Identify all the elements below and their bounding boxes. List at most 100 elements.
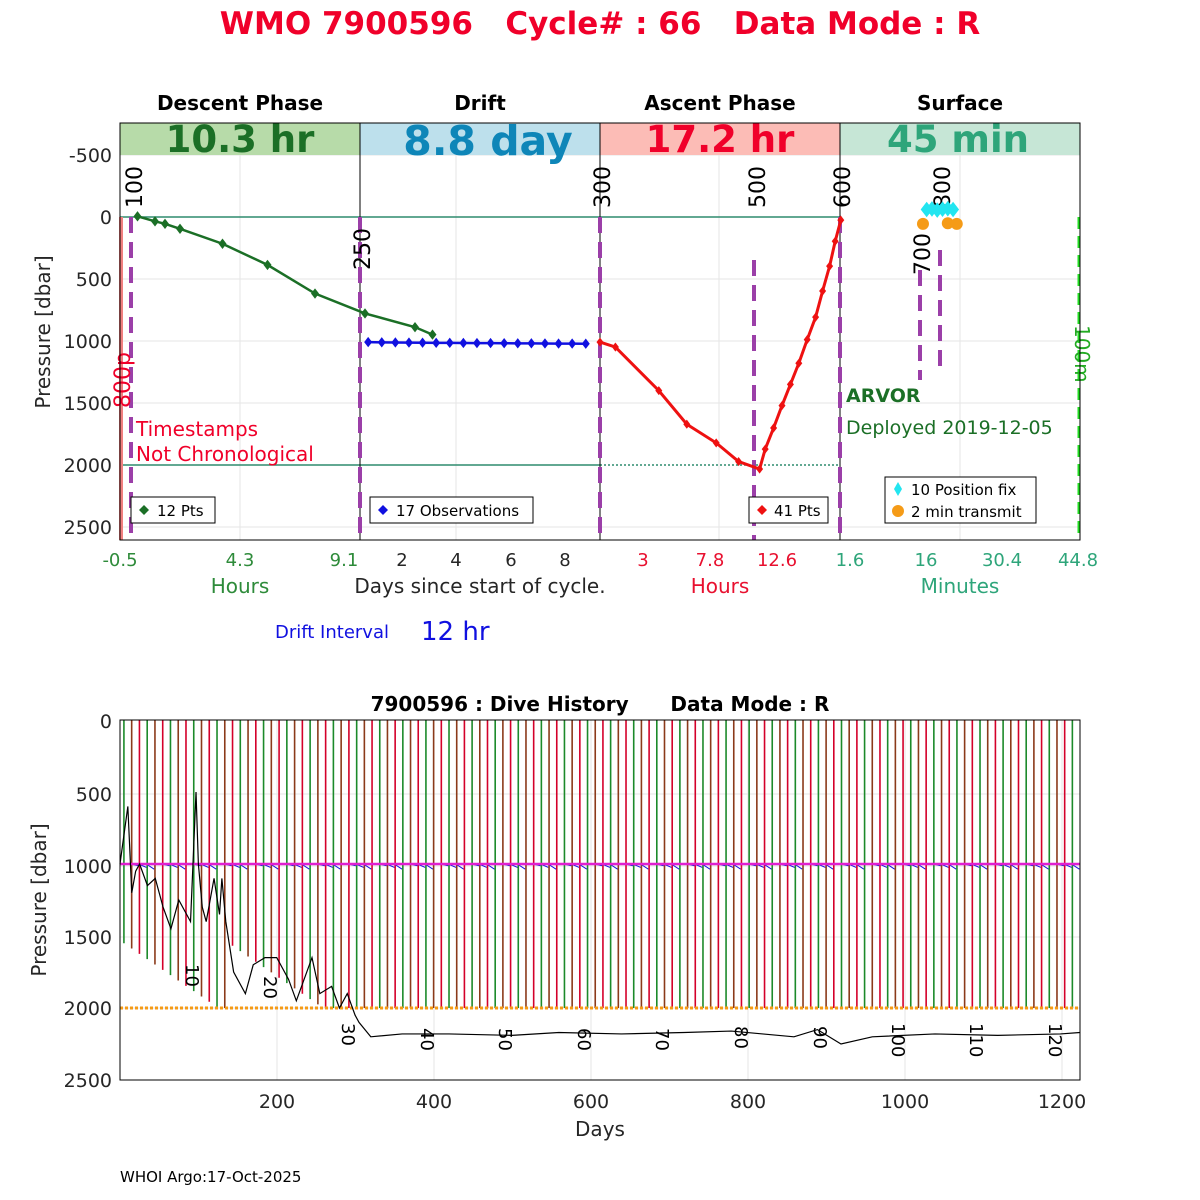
data-point xyxy=(761,444,769,454)
data-point xyxy=(432,337,441,349)
bottom-ytick: 500 xyxy=(76,784,112,806)
data-point xyxy=(803,335,811,345)
cycle-label: 70 xyxy=(651,1028,672,1051)
data-point xyxy=(756,464,764,474)
data-point xyxy=(568,338,577,349)
start-marker-bar xyxy=(119,217,123,540)
cycle-label: 90 xyxy=(809,1026,830,1049)
data-point xyxy=(596,337,604,347)
data-point xyxy=(161,218,169,230)
float-type: ARVOR xyxy=(846,385,921,407)
marker-label-700: 700 xyxy=(911,233,936,275)
marker-label-600: 600 xyxy=(831,166,856,208)
marker-label-800: 800 xyxy=(931,166,956,208)
data-point xyxy=(486,337,495,349)
data-point xyxy=(581,338,590,349)
data-point xyxy=(786,379,794,389)
cycle-label: 20 xyxy=(259,976,280,999)
series-line-ascent xyxy=(599,219,843,471)
drift-xlabel: Days since start of cycle. xyxy=(354,574,605,598)
bottom-panel: 7900596 : Dive History Data Mode : R 0 5… xyxy=(27,692,1086,1141)
bottom-xtick: 1000 xyxy=(881,1091,929,1113)
series-line-descent xyxy=(137,215,433,336)
legend-descent: 12 Pts xyxy=(130,496,216,524)
data-point xyxy=(819,286,827,296)
top-ytick: 1500 xyxy=(64,393,112,415)
cycle-label: 50 xyxy=(494,1028,515,1051)
cycle-label: 100 xyxy=(887,1023,908,1057)
drift-phase-title: Drift xyxy=(454,91,506,115)
data-point xyxy=(411,321,419,333)
data-point xyxy=(377,337,386,348)
descent-band xyxy=(120,123,360,155)
top-ytick: 500 xyxy=(76,269,112,291)
legend-drift-label: 17 Observations xyxy=(396,502,519,520)
ascent-phase-title: Ascent Phase xyxy=(644,91,795,115)
descent-duration: 10.3 hr xyxy=(166,118,316,161)
data-point xyxy=(361,308,369,319)
bottom-x-axis: 200 400 600 800 1000 1200 Days xyxy=(259,1091,1086,1141)
surface-xtick: 30.4 xyxy=(982,550,1022,571)
surface-xtick: 44.8 xyxy=(1058,550,1098,571)
drift-duration: 8.8 day xyxy=(403,117,572,165)
footer-credit: WHOI Argo:17-Oct-2025 xyxy=(120,1168,301,1186)
bottom-ytick: 1000 xyxy=(64,856,112,878)
ascent-xtick: 12.6 xyxy=(757,550,797,571)
legend-drift: 17 Observations xyxy=(369,496,534,524)
legend-surface: 10 Position fix 2 min transmit xyxy=(884,476,1037,524)
bottom-xtick: 400 xyxy=(416,1091,452,1113)
bottom-ytick: 2000 xyxy=(64,998,112,1020)
data-point xyxy=(655,386,663,396)
descent-phase-title: Descent Phase xyxy=(157,91,323,115)
timestamps-warning-line1: Timestamps xyxy=(135,417,258,441)
descent-xlabel: Hours xyxy=(211,574,270,598)
top-x-axes: -0.5 4.3 9.1 2 4 6 8 3 7.8 12.6 1.6 16 3… xyxy=(102,550,1098,598)
data-point xyxy=(611,342,619,352)
ascent-xtick: 7.8 xyxy=(696,550,725,571)
data-point xyxy=(445,337,454,349)
bottom-xtick: 800 xyxy=(730,1091,766,1113)
drift-interval-value: 12 hr xyxy=(421,617,490,647)
legend-transmit-label: 2 min transmit xyxy=(911,503,1022,521)
data-point xyxy=(311,288,319,299)
data-point xyxy=(770,423,778,433)
descent-xtick: 9.1 xyxy=(330,550,359,571)
data-point xyxy=(812,312,820,322)
data-point xyxy=(418,337,427,348)
data-point xyxy=(428,329,437,340)
data-point xyxy=(916,217,929,230)
deepest-depth-trace xyxy=(119,791,1081,1045)
drift-band xyxy=(360,123,600,155)
marker-label-250: 250 xyxy=(351,228,376,270)
marker-label-100m: 100m xyxy=(1070,325,1094,383)
marker-label-500: 500 xyxy=(746,166,771,208)
data-point xyxy=(941,217,954,230)
data-point xyxy=(364,336,373,348)
marker-label-300: 300 xyxy=(591,166,616,208)
data-point xyxy=(472,337,481,349)
surface-xlabel: Minutes xyxy=(921,574,1000,598)
data-point xyxy=(513,338,522,349)
cycle-label: 120 xyxy=(1044,1023,1065,1057)
data-point xyxy=(950,217,963,230)
cycle-label: 40 xyxy=(416,1028,437,1051)
drift-interval-label: Drift Interval xyxy=(275,622,389,643)
ascent-band xyxy=(600,123,840,155)
top-series xyxy=(133,200,963,474)
data-point xyxy=(712,438,720,448)
drift-xtick: 4 xyxy=(450,550,461,571)
bottom-ytick: 0 xyxy=(100,711,112,733)
legend-descent-label: 12 Pts xyxy=(157,502,204,520)
data-point xyxy=(540,338,549,349)
ascent-xtick: 3 xyxy=(637,550,648,571)
cycle-label: 30 xyxy=(337,1023,358,1046)
bottom-xlabel: Days xyxy=(575,1117,625,1141)
data-point xyxy=(831,236,839,246)
bottom-ytick: 2500 xyxy=(64,1070,112,1092)
data-point xyxy=(459,337,468,349)
top-panel: Descent Phase Drift Ascent Phase Surface… xyxy=(31,91,1098,647)
data-point xyxy=(683,419,691,429)
dive-history-title: 7900596 : Dive History Data Mode : R xyxy=(371,692,830,716)
legend-ascent: 41 Pts xyxy=(748,496,829,524)
